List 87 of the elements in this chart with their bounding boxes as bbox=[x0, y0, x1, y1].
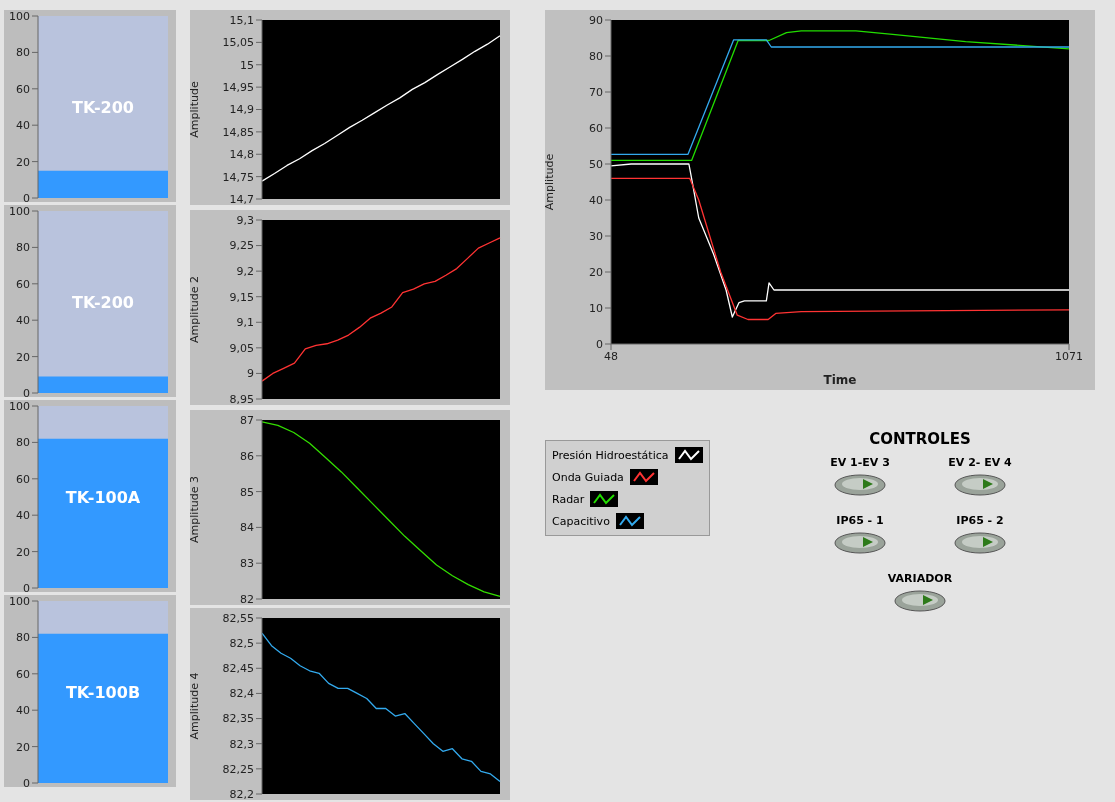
y-tick-label: 20 bbox=[16, 740, 30, 754]
legend-label: Onda Guiada bbox=[552, 470, 624, 484]
y-tick-label: 15,05 bbox=[222, 36, 254, 50]
y-tick-label: 14,85 bbox=[222, 125, 254, 139]
y-axis-title: Amplitude 3 bbox=[187, 476, 201, 543]
y-tick-label: 14,75 bbox=[222, 170, 254, 184]
y-tick-label: 82,55 bbox=[222, 611, 254, 625]
y-tick-label: 0 bbox=[596, 337, 603, 351]
text: TK-200 bbox=[71, 293, 135, 313]
y-tick-label: 40 bbox=[16, 509, 30, 523]
y-tick-label: 9,3 bbox=[236, 213, 254, 227]
y-tick-label: 60 bbox=[16, 82, 30, 96]
y-tick-label: 20 bbox=[589, 265, 603, 279]
y-axis-title: Amplitude 4 bbox=[187, 672, 201, 740]
y-tick-label: 80 bbox=[16, 436, 30, 450]
text: TK-100A bbox=[64, 488, 142, 508]
y-tick-label: 87 bbox=[240, 413, 254, 427]
y-tick-label: 20 bbox=[16, 350, 30, 364]
y-tick-label: 80 bbox=[16, 46, 30, 60]
y-tick-label: 60 bbox=[16, 277, 30, 291]
y-tick-label: 90 bbox=[589, 13, 603, 27]
y-tick-label: 40 bbox=[16, 704, 30, 718]
text: VARIADOR bbox=[886, 572, 954, 585]
legend-label: Radar bbox=[552, 492, 585, 506]
y-tick-label: 60 bbox=[16, 667, 30, 681]
y-tick-label: 84 bbox=[240, 521, 254, 535]
y-tick-label: 82,35 bbox=[222, 712, 254, 726]
y-axis-title: Amplitude 2 bbox=[187, 276, 201, 343]
y-tick-label: 0 bbox=[23, 776, 30, 790]
y-tick-label: 50 bbox=[589, 157, 603, 171]
y-tick-label: 20 bbox=[16, 155, 30, 169]
y-tick-label: 9,15 bbox=[229, 290, 254, 304]
y-tick-label: 82,4 bbox=[229, 687, 254, 701]
y-tick-label: 100 bbox=[9, 9, 30, 23]
legend-label: Capacitivo bbox=[552, 514, 610, 528]
y-tick-label: 82 bbox=[240, 592, 254, 606]
y-tick-label: 9,05 bbox=[229, 341, 254, 355]
y-tick-label: 15,1 bbox=[229, 13, 254, 27]
y-tick-label: 9,25 bbox=[229, 239, 254, 253]
y-tick-label: 40 bbox=[16, 119, 30, 133]
y-tick-label: 0 bbox=[23, 386, 30, 400]
legend-label: Presión Hidroestática bbox=[552, 448, 669, 462]
y-tick-label: 80 bbox=[16, 241, 30, 255]
y-tick-label: 100 bbox=[9, 204, 30, 218]
y-tick-label: 14,9 bbox=[229, 103, 254, 117]
y-tick-label: 40 bbox=[589, 193, 603, 207]
text: EV 1-EV 3 bbox=[829, 456, 891, 469]
y-tick-label: 83 bbox=[240, 557, 254, 571]
y-tick-label: 8,95 bbox=[229, 392, 254, 406]
text: EV 2- EV 4 bbox=[947, 456, 1013, 469]
y-tick-label: 0 bbox=[23, 581, 30, 595]
y-tick-label: 20 bbox=[16, 545, 30, 559]
y-tick-label: 40 bbox=[16, 314, 30, 328]
y-tick-label: 82,25 bbox=[222, 762, 254, 776]
y-tick-label: 60 bbox=[589, 121, 603, 135]
y-tick-label: 9 bbox=[247, 367, 254, 381]
text: CONTROLES bbox=[868, 430, 972, 448]
y-tick-label: 15 bbox=[240, 58, 254, 72]
x-tick-label: 1071 bbox=[1055, 349, 1083, 363]
text: TK-200 bbox=[71, 98, 135, 118]
y-tick-label: 85 bbox=[240, 485, 254, 499]
y-tick-label: 82,3 bbox=[229, 737, 254, 751]
y-axis-title: Amplitude bbox=[187, 81, 201, 138]
y-tick-label: 80 bbox=[589, 49, 603, 63]
y-tick-label: 14,95 bbox=[222, 81, 254, 95]
y-tick-label: 82,5 bbox=[229, 637, 254, 651]
y-tick-label: 14,7 bbox=[229, 192, 254, 206]
y-tick-label: 10 bbox=[589, 301, 603, 315]
x-tick-label: 48 bbox=[604, 349, 618, 363]
y-tick-label: 86 bbox=[240, 449, 254, 463]
y-tick-label: 30 bbox=[589, 229, 603, 243]
text: TK-100B bbox=[64, 683, 142, 703]
y-tick-label: 14,8 bbox=[229, 148, 254, 162]
y-tick-label: 82,2 bbox=[229, 787, 254, 801]
y-tick-label: 70 bbox=[589, 85, 603, 99]
y-tick-label: 82,45 bbox=[222, 662, 254, 676]
text: IP65 - 1 bbox=[835, 514, 885, 527]
y-tick-label: 0 bbox=[23, 191, 30, 205]
x-axis-title: Time bbox=[823, 373, 857, 387]
y-tick-label: 80 bbox=[16, 631, 30, 645]
y-axis-title: Amplitude bbox=[542, 153, 556, 211]
y-tick-label: 9,1 bbox=[236, 316, 254, 330]
y-tick-label: 9,2 bbox=[236, 265, 254, 279]
text: IP65 - 2 bbox=[955, 514, 1005, 527]
y-tick-label: 100 bbox=[9, 399, 30, 413]
y-tick-label: 60 bbox=[16, 472, 30, 486]
y-tick-label: 100 bbox=[9, 594, 30, 608]
